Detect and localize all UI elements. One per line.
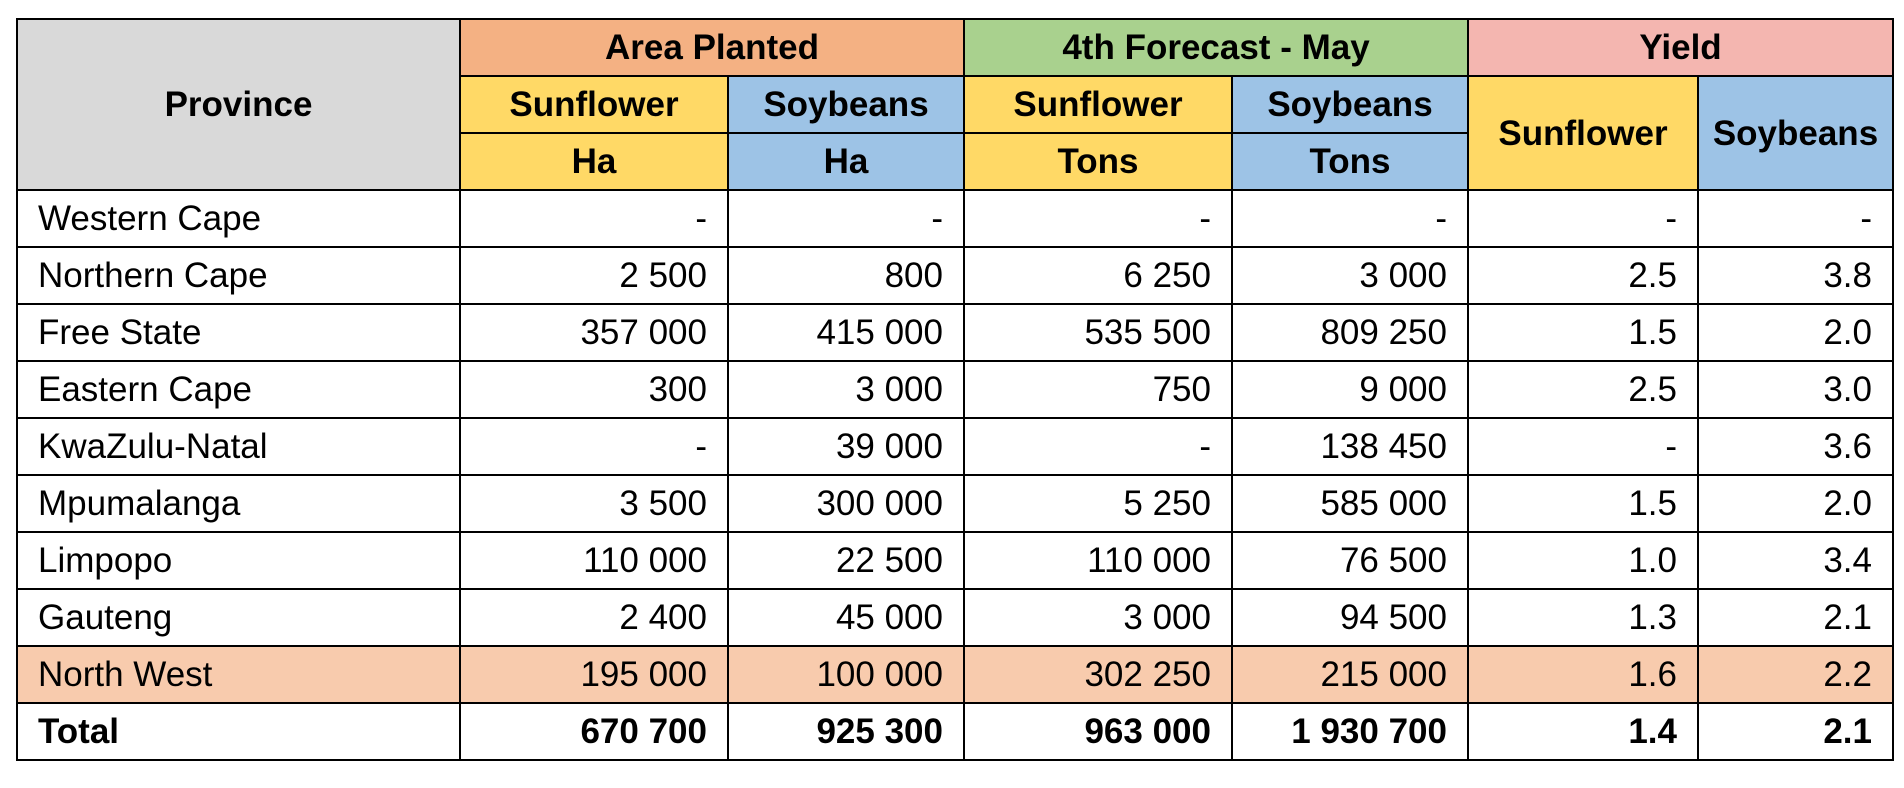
yield-soybeans-cell: 2.0 [1697,474,1894,533]
total-label: Total [16,702,461,761]
yield-soybeans-cell: 3.8 [1697,246,1894,305]
area-sunflower-cell: 2 500 [459,246,729,305]
forecast-sunflower-header: Sunflower [963,75,1233,134]
area-planted-header: Area Planted [459,18,965,77]
forecast-soybeans-cell: 3 000 [1231,246,1469,305]
province-name: Free State [16,303,461,362]
area-sunflower-cell: 300 [459,360,729,419]
yield-header: Yield [1467,18,1894,77]
forecast-header: 4th Forecast - May [963,18,1469,77]
table-row-limpopo: Limpopo 110 000 22 500 110 000 76 500 1.… [16,531,1894,590]
forecast-sunflower-unit: Tons [963,132,1233,191]
forecast-soybeans-cell: - [1231,189,1469,248]
forecast-soybeans-cell: 585 000 [1231,474,1469,533]
total-yield-soybeans: 2.1 [1697,702,1894,761]
area-sunflower-cell: 110 000 [459,531,729,590]
yield-sunflower-cell: 1.3 [1467,588,1699,647]
yield-sunflower-cell: - [1467,417,1699,476]
yield-soybeans-cell: 2.1 [1697,588,1894,647]
forecast-soybeans-cell: 94 500 [1231,588,1469,647]
crop-estimates-table: Province Area Planted 4th Forecast - May… [16,18,1894,761]
table-row-kwazulu-natal: KwaZulu-Natal - 39 000 - 138 450 - 3.6 [16,417,1894,476]
area-soybeans-unit: Ha [727,132,965,191]
area-soybeans-header: Soybeans [727,75,965,134]
forecast-soybeans-cell: 215 000 [1231,645,1469,704]
table-row-total: Total 670 700 925 300 963 000 1 930 700 … [16,702,1894,761]
forecast-sunflower-cell: 535 500 [963,303,1233,362]
yield-soybeans-cell: 3.6 [1697,417,1894,476]
forecast-soybeans-unit: Tons [1231,132,1469,191]
area-sunflower-cell: 195 000 [459,645,729,704]
area-sunflower-unit: Ha [459,132,729,191]
forecast-soybeans-cell: 138 450 [1231,417,1469,476]
yield-sunflower-cell: 1.5 [1467,303,1699,362]
crop-table-container: Province Area Planted 4th Forecast - May… [16,18,1894,761]
yield-sunflower-header: Sunflower [1467,75,1699,191]
forecast-soybeans-cell: 9 000 [1231,360,1469,419]
area-soybeans-cell: 800 [727,246,965,305]
forecast-soybeans-cell: 809 250 [1231,303,1469,362]
forecast-sunflower-cell: 302 250 [963,645,1233,704]
province-name: Western Cape [16,189,461,248]
forecast-sunflower-cell: 3 000 [963,588,1233,647]
area-soybeans-cell: 39 000 [727,417,965,476]
yield-sunflower-cell: 2.5 [1467,360,1699,419]
province-name: North West [16,645,461,704]
yield-sunflower-cell: 1.6 [1467,645,1699,704]
area-soybeans-cell: - [727,189,965,248]
yield-sunflower-cell: - [1467,189,1699,248]
forecast-sunflower-cell: 110 000 [963,531,1233,590]
table-row-north-west: North West 195 000 100 000 302 250 215 0… [16,645,1894,704]
total-area-soybeans: 925 300 [727,702,965,761]
total-forecast-soybeans: 1 930 700 [1231,702,1469,761]
area-sunflower-header: Sunflower [459,75,729,134]
forecast-sunflower-cell: - [963,417,1233,476]
forecast-sunflower-cell: 6 250 [963,246,1233,305]
total-forecast-sunflower: 963 000 [963,702,1233,761]
yield-soybeans-cell: 3.4 [1697,531,1894,590]
area-soybeans-cell: 3 000 [727,360,965,419]
province-name: KwaZulu-Natal [16,417,461,476]
yield-soybeans-header: Soybeans [1697,75,1894,191]
yield-soybeans-cell: 2.2 [1697,645,1894,704]
area-sunflower-cell: 3 500 [459,474,729,533]
area-sunflower-cell: - [459,417,729,476]
yield-soybeans-cell: 2.0 [1697,303,1894,362]
forecast-soybeans-header: Soybeans [1231,75,1469,134]
yield-sunflower-cell: 1.0 [1467,531,1699,590]
table-row-eastern-cape: Eastern Cape 300 3 000 750 9 000 2.5 3.0 [16,360,1894,419]
forecast-sunflower-cell: - [963,189,1233,248]
province-name: Mpumalanga [16,474,461,533]
yield-sunflower-cell: 1.5 [1467,474,1699,533]
table-row-gauteng: Gauteng 2 400 45 000 3 000 94 500 1.3 2.… [16,588,1894,647]
province-name: Northern Cape [16,246,461,305]
forecast-sunflower-cell: 750 [963,360,1233,419]
province-name: Eastern Cape [16,360,461,419]
area-sunflower-cell: - [459,189,729,248]
table-row-western-cape: Western Cape - - - - - - [16,189,1894,248]
table-row-free-state: Free State 357 000 415 000 535 500 809 2… [16,303,1894,362]
table-row-mpumalanga: Mpumalanga 3 500 300 000 5 250 585 000 1… [16,474,1894,533]
yield-soybeans-cell: - [1697,189,1894,248]
table-row-northern-cape: Northern Cape 2 500 800 6 250 3 000 2.5 … [16,246,1894,305]
area-soybeans-cell: 300 000 [727,474,965,533]
area-soybeans-cell: 100 000 [727,645,965,704]
yield-soybeans-cell: 3.0 [1697,360,1894,419]
area-soybeans-cell: 415 000 [727,303,965,362]
forecast-soybeans-cell: 76 500 [1231,531,1469,590]
area-soybeans-cell: 22 500 [727,531,965,590]
province-name: Limpopo [16,531,461,590]
area-soybeans-cell: 45 000 [727,588,965,647]
province-name: Gauteng [16,588,461,647]
yield-sunflower-cell: 2.5 [1467,246,1699,305]
area-sunflower-cell: 2 400 [459,588,729,647]
province-header: Province [16,18,461,191]
total-area-sunflower: 670 700 [459,702,729,761]
area-sunflower-cell: 357 000 [459,303,729,362]
forecast-sunflower-cell: 5 250 [963,474,1233,533]
total-yield-sunflower: 1.4 [1467,702,1699,761]
